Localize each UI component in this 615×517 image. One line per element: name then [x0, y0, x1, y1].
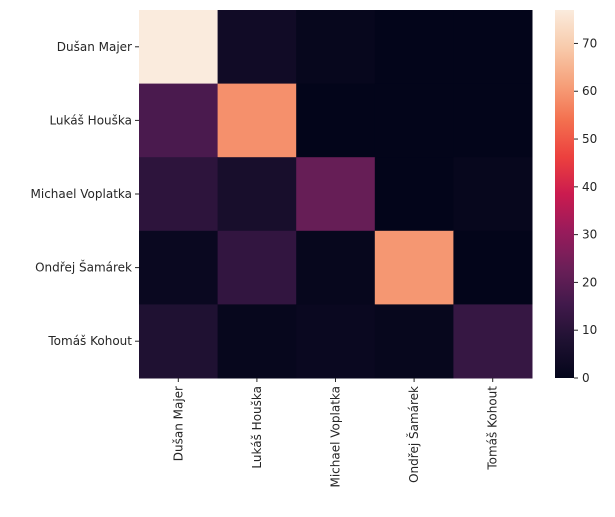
heatmap-cell — [296, 83, 376, 158]
colorbar-tick-label: 0 — [582, 371, 590, 385]
heatmap-cell — [453, 10, 533, 85]
column-label: Dušan Majer — [171, 386, 185, 461]
heatmap-cell — [374, 230, 454, 305]
heatmap-cell — [139, 83, 219, 158]
colorbar-ticks: 0 10 20 30 40 50 60 70 — [574, 36, 597, 385]
heatmap-cell — [296, 10, 376, 85]
heatmap-cell — [374, 157, 454, 232]
row-label: Lukáš Houška — [49, 113, 132, 127]
heatmap-cell — [139, 10, 219, 85]
heatmap-cell — [453, 157, 533, 232]
heatmap-cell — [217, 157, 297, 232]
column-label: Michael Voplatka — [329, 386, 343, 488]
column-label: Tomáš Kohout — [486, 386, 500, 471]
heatmap-cell — [217, 10, 297, 85]
column-label: Lukáš Houška — [250, 386, 264, 469]
heatmap-cell — [139, 157, 219, 232]
colorbar-gradient — [555, 10, 574, 378]
colorbar-tick-label: 60 — [582, 84, 597, 98]
heatmap-cell — [296, 304, 376, 379]
heatmap-cell — [374, 83, 454, 158]
heatmap-cell — [217, 304, 297, 379]
heatmap-cell — [139, 304, 219, 379]
heatmap-cell — [217, 230, 297, 305]
heatmap-cell — [296, 157, 376, 232]
colorbar-tick-label: 30 — [582, 228, 597, 242]
row-tick-labels: Dušan Majer Lukáš Houška Michael Voplatka O… — [31, 40, 139, 348]
heatmap-cell — [217, 83, 297, 158]
heatmap-cell — [296, 230, 376, 305]
colorbar-tick-label: 10 — [582, 323, 597, 337]
heatmap-cell — [374, 304, 454, 379]
column-label: Ondřej Šamárek — [406, 386, 421, 483]
row-label: Michael Voplatka — [31, 187, 133, 201]
row-label: Dušan Majer — [57, 40, 132, 54]
heatmap-cell — [453, 83, 533, 158]
heatmap-cell — [453, 230, 533, 305]
heatmap-cell — [453, 304, 533, 379]
column-tick-labels: Dušan Majer Lukáš Houška Michael Voplatka O… — [171, 378, 500, 488]
heatmap-cell — [139, 230, 219, 305]
row-label: Ondřej Šamárek — [35, 260, 132, 275]
heatmap-cell — [374, 10, 454, 85]
row-label: Tomáš Kohout — [47, 334, 132, 348]
colorbar-tick-label: 50 — [582, 132, 597, 146]
colorbar: 0 10 20 30 40 50 60 70 — [555, 10, 597, 385]
colorbar-tick-label: 70 — [582, 36, 597, 50]
colorbar-tick-label: 20 — [582, 275, 597, 289]
heatmap-cells — [139, 10, 533, 379]
colorbar-tick-label: 40 — [582, 180, 597, 194]
